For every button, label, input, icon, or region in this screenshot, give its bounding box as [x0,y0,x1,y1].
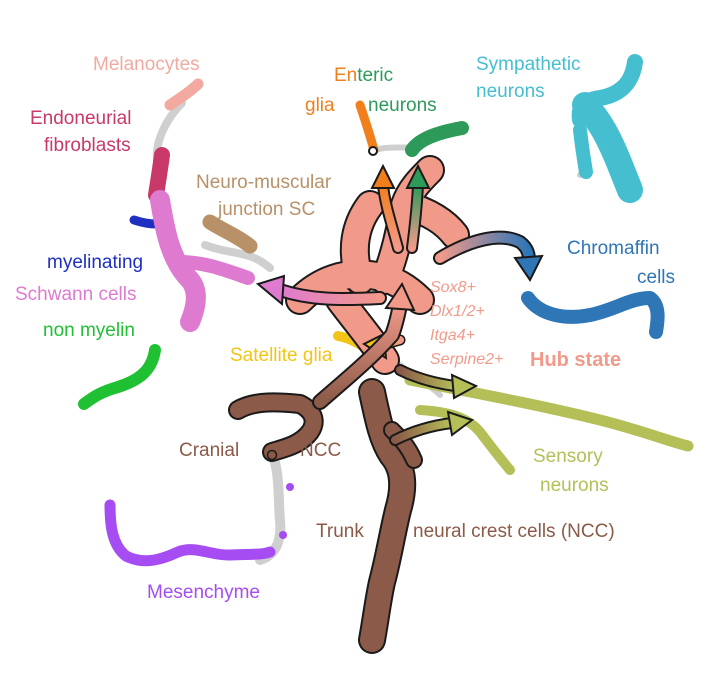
cluster-neuromuscular-junction-sc [202,214,258,254]
arrow-sensory-lower [391,419,456,444]
trunk-ncc-cells [360,380,415,652]
label-sensory-neurons: neurons [540,475,609,496]
cluster-labels: Melanocytes Endoneurial fibroblasts Ente… [15,54,675,603]
label-sympathetic-neurons: neurons [476,81,545,102]
label-chromaffin-cells: cells [637,267,675,288]
label-schwann-cells: Schwann cells [15,284,136,305]
label-gene-serpine2: Serpine2+ [430,351,503,368]
cluster-sympathetic-neurons [571,54,643,203]
label-myelinating: myelinating [47,252,143,273]
arrowhead-sensory-lower [446,410,475,437]
chromaffin-cells [521,291,665,339]
cluster-endoneurial-fibroblasts [148,147,170,203]
arrow-glia [379,181,402,252]
label-sympathetic: Sympathetic [476,54,581,75]
cluster-myelinating [129,215,161,229]
label-mesenchyme: Mesenchyme [147,582,260,603]
arrowhead-sensory-upper [450,373,479,400]
label-hub-state: Hub state [530,349,621,371]
cluster-enteric-neurons [405,121,469,157]
enteric-neurons-cells [405,121,469,157]
cluster-melanocytes [164,78,204,111]
label-endoneurial: Endoneurial [30,108,131,129]
label-enteric-suffix: teric [357,65,393,86]
trunk-ncc-branch [385,423,421,467]
arrow-neurons [408,181,422,252]
label-fibroblasts: fibroblasts [44,135,131,156]
label-neuromuscular: Neuro-muscular [196,172,332,193]
label-non-myelin: non myelin [43,320,135,341]
schwann-cells-main [150,190,206,332]
label-neurons: neurons [368,95,437,116]
arrowhead-schwann [255,274,286,307]
mesenchyme-dot-2 [279,531,287,539]
mesenchyme-cells [104,499,276,567]
cluster-hub-state [285,155,470,375]
label-junction-sc: junction SC [217,199,315,220]
non-myelin-cells [78,344,161,410]
arrow-hub [314,299,406,408]
cluster-enteric-glia [355,100,379,156]
cranial-ncc-cells [230,394,322,460]
arrowhead-neurons [405,163,431,189]
label-gene-sox8: Sox8+ [430,279,476,296]
arrow-chromaffin [435,232,534,267]
cluster-schwann-cells [150,190,255,332]
label-gene-dlx12: Dlx1/2+ [430,303,485,320]
cluster-mesenchyme [104,483,294,567]
label-enteric: Enteric [334,65,393,86]
cranial-ncc-endpoint [266,449,278,461]
melanocytes-cells [164,78,204,111]
label-melanocytes: Melanocytes [93,54,200,75]
endoneurial-fibroblasts-cells [148,147,170,203]
arrow-sensory-upper [396,366,459,390]
cluster-trunk-ncc [358,378,423,654]
label-ncc: NCC [300,440,341,461]
enteric-glia-endpoint [368,146,378,156]
arrowhead-hub [384,281,416,312]
label-satellite-glia: Satellite glia [230,345,333,366]
label-gene-itga4: Itga4+ [430,327,475,344]
label-enteric-prefix: En [334,65,357,86]
label-neural-crest-cells: neural crest cells (NCC) [413,521,615,542]
sympathetic-neurons-body [572,92,643,203]
mesenchyme-dot-1 [286,483,294,491]
arrowhead-chromaffin [513,254,544,282]
label-trunk: Trunk [316,521,364,542]
backbone-mesenchyme [255,450,286,565]
hub-cells [287,157,468,373]
cluster-non-myelin [78,344,161,410]
label-chromaffin: Chromaffin [567,238,660,259]
myelinating-cells [129,215,161,229]
label-glia: glia [305,95,335,116]
label-sensory: Sensory [533,446,603,467]
cluster-cranial-ncc [228,392,324,462]
cluster-chromaffin-cells [521,291,665,339]
differentiation-arrows [255,163,544,446]
nmj-sc-cells [202,214,258,254]
arrowhead-glia [370,163,396,189]
backbone-schwann [201,241,274,272]
sensory-neurons-lower [415,405,515,475]
label-cranial: Cranial [179,440,239,461]
schwann-cells-arm [173,255,255,285]
arrow-schwann [275,285,385,305]
sympathetic-neurons-lower [573,123,593,179]
